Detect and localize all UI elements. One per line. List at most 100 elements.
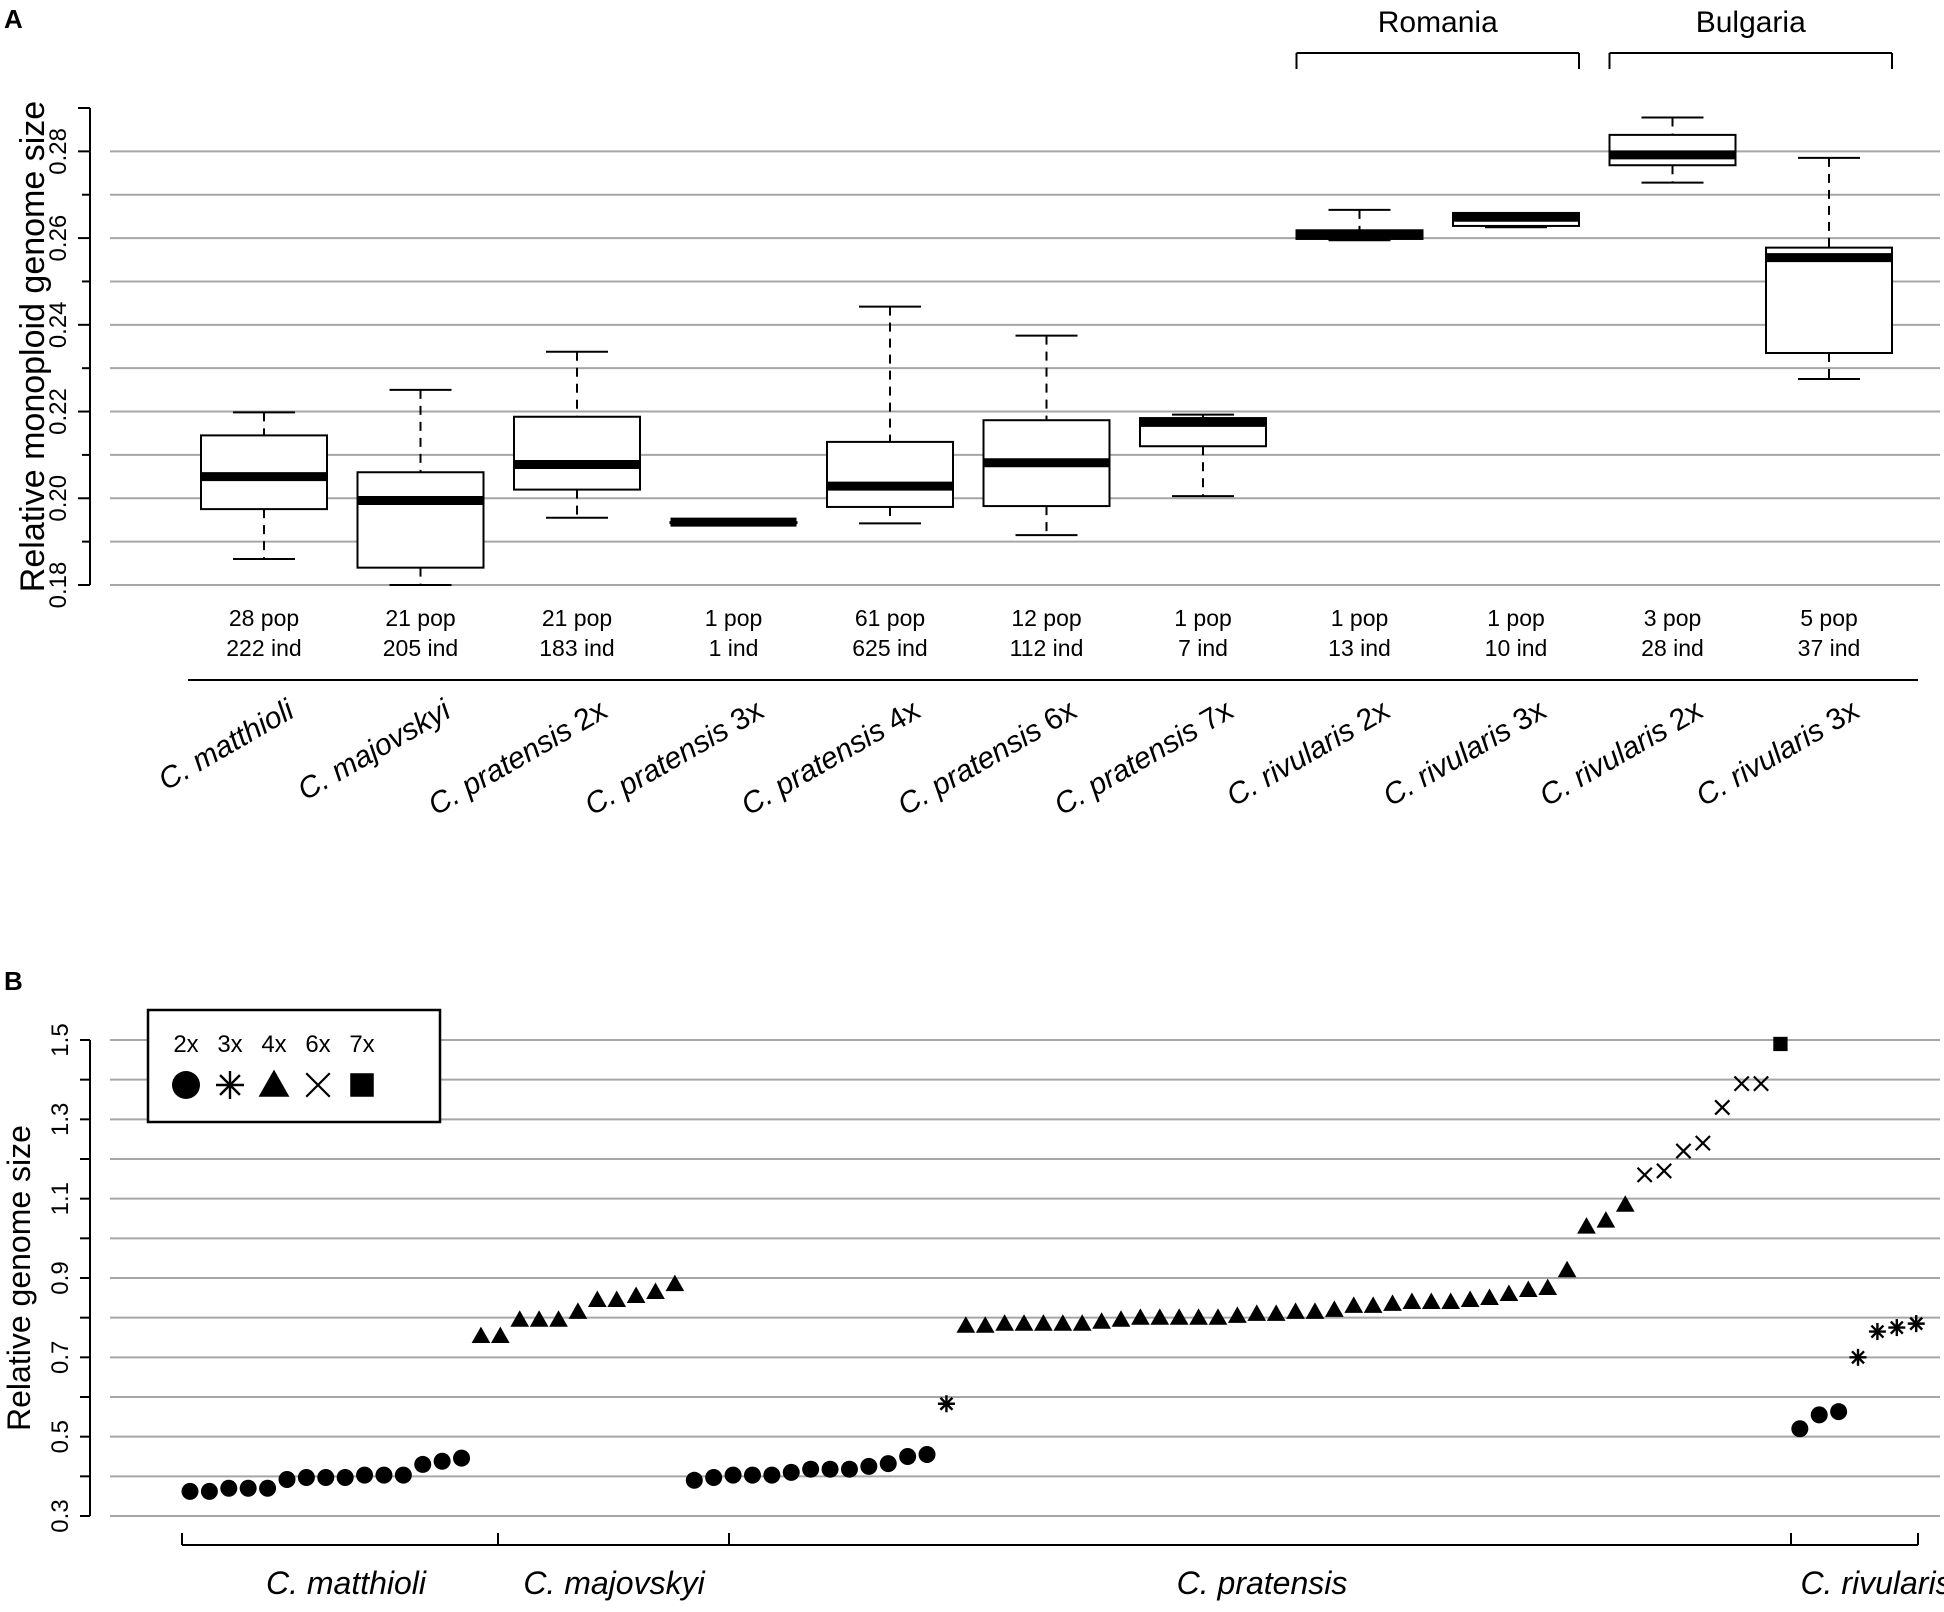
ind-count: 13 ind xyxy=(1328,635,1391,661)
y-axis-title: Relative genome size xyxy=(1,1125,37,1431)
legend-label: 6x xyxy=(305,1031,330,1058)
species-name: C. pratensis xyxy=(736,713,891,822)
data-point-2x xyxy=(278,1471,296,1489)
cross-icon xyxy=(305,1072,331,1098)
pop-count: 12 pop xyxy=(1011,605,1081,631)
data-point-4x xyxy=(1208,1308,1228,1325)
data-point-4x xyxy=(490,1326,510,1344)
box-group xyxy=(200,411,328,560)
data-point-4x xyxy=(1363,1296,1383,1313)
header-label: Bulgaria xyxy=(1696,6,1806,39)
data-point-4x xyxy=(1402,1292,1422,1309)
data-point-2x xyxy=(860,1457,878,1475)
data-point-4x xyxy=(1111,1310,1131,1327)
data-point-4x xyxy=(1615,1195,1635,1212)
box xyxy=(1608,133,1737,167)
ind-count: 222 ind xyxy=(226,635,301,661)
y-tick-label: 0.20 xyxy=(45,475,72,522)
data-point-6x xyxy=(1733,1075,1750,1092)
y-axis-title: Relative monoploid genome size xyxy=(14,101,52,592)
data-point-2x xyxy=(375,1466,393,1484)
data-point-2x xyxy=(763,1466,781,1484)
data-point-6x xyxy=(1636,1166,1653,1183)
ind-count: 37 ind xyxy=(1798,635,1861,661)
y-tick-label: 0.7 xyxy=(47,1341,74,1374)
data-point-4x xyxy=(1014,1314,1034,1331)
data-point-6x xyxy=(1714,1099,1731,1116)
asterisk-icon xyxy=(216,1071,244,1099)
box xyxy=(826,440,954,508)
data-point-4x xyxy=(1518,1280,1538,1298)
pop-count: 5 pop xyxy=(1800,605,1858,631)
pop-count: 3 pop xyxy=(1644,605,1702,631)
y-tick-label: 0.18 xyxy=(45,562,72,609)
asterisk-stroke xyxy=(1851,1350,1865,1365)
data-point-2x xyxy=(899,1448,917,1465)
species-group-label: C. rivularis xyxy=(1800,1565,1944,1601)
box-group xyxy=(1139,413,1267,498)
species-group-label: C. matthioli xyxy=(266,1565,427,1601)
box-group xyxy=(826,305,954,525)
data-point-4x xyxy=(1266,1304,1286,1321)
x-tick-label: C. rivularis 3x xyxy=(1691,693,1865,812)
data-point-4x xyxy=(1460,1290,1480,1307)
ind-count: 10 ind xyxy=(1485,635,1548,661)
data-point-2x xyxy=(181,1482,199,1500)
box xyxy=(513,415,641,491)
x-tick-label: C. rivularis 3x xyxy=(1378,693,1552,812)
x-tick-label: C. pratensis 7x xyxy=(1049,693,1239,822)
species-name: C. pratensis xyxy=(423,713,578,822)
data-point-4x xyxy=(975,1316,995,1333)
data-point-4x xyxy=(607,1290,627,1307)
data-point-2x xyxy=(317,1469,335,1487)
asterisk-stroke xyxy=(1870,1324,1885,1339)
data-point-4x xyxy=(995,1314,1014,1331)
legend-label: 7x xyxy=(349,1031,374,1058)
data-point-2x xyxy=(1810,1406,1828,1424)
data-point-4x xyxy=(626,1286,646,1303)
data-point-4x xyxy=(1441,1292,1461,1309)
data-point-4x xyxy=(1305,1302,1325,1319)
data-point-2x xyxy=(239,1479,257,1497)
pop-count: 1 pop xyxy=(705,605,763,631)
data-point-4x xyxy=(1286,1302,1305,1319)
data-point-3x xyxy=(1849,1348,1867,1366)
legend-box xyxy=(146,1008,442,1124)
data-point-4x xyxy=(1189,1308,1208,1325)
box-group xyxy=(1608,116,1737,184)
data-point-2x xyxy=(433,1452,451,1470)
data-point-4x xyxy=(1247,1304,1267,1321)
data-point-3x xyxy=(1868,1323,1886,1341)
triangle-icon xyxy=(258,1069,290,1097)
data-point-4x xyxy=(1538,1278,1558,1296)
data-point-2x xyxy=(802,1460,820,1478)
asterisk-stroke xyxy=(1909,1316,1924,1331)
box-group xyxy=(356,388,485,586)
cross-stroke xyxy=(1753,1075,1769,1092)
pop-count: 28 pop xyxy=(229,605,299,631)
y-tick-label: 0.3 xyxy=(47,1499,74,1532)
pop-count: 1 pop xyxy=(1331,605,1389,631)
data-point-4x xyxy=(1596,1211,1616,1228)
data-point-4x xyxy=(1034,1314,1053,1331)
species-name: C. matthioli xyxy=(153,693,301,797)
ind-count: 1 ind xyxy=(709,635,759,661)
data-point-4x xyxy=(1383,1294,1402,1311)
y-tick-label: 0.28 xyxy=(45,128,72,175)
data-point-4x xyxy=(1480,1288,1499,1305)
data-point-2x xyxy=(918,1446,936,1464)
data-point-4x xyxy=(646,1282,665,1300)
data-point-2x xyxy=(1830,1403,1848,1421)
panel-b-label: B xyxy=(4,966,23,996)
species-name: C. pratensis xyxy=(892,713,1047,822)
data-point-2x xyxy=(414,1455,432,1473)
data-point-4x xyxy=(1499,1284,1519,1302)
data-point-4x xyxy=(529,1310,549,1327)
ind-count: 625 ind xyxy=(852,635,927,661)
data-point-6x xyxy=(1694,1135,1711,1152)
asterisk-stroke xyxy=(939,1396,954,1411)
data-point-2x xyxy=(336,1469,354,1487)
data-point-4x xyxy=(1072,1314,1092,1331)
